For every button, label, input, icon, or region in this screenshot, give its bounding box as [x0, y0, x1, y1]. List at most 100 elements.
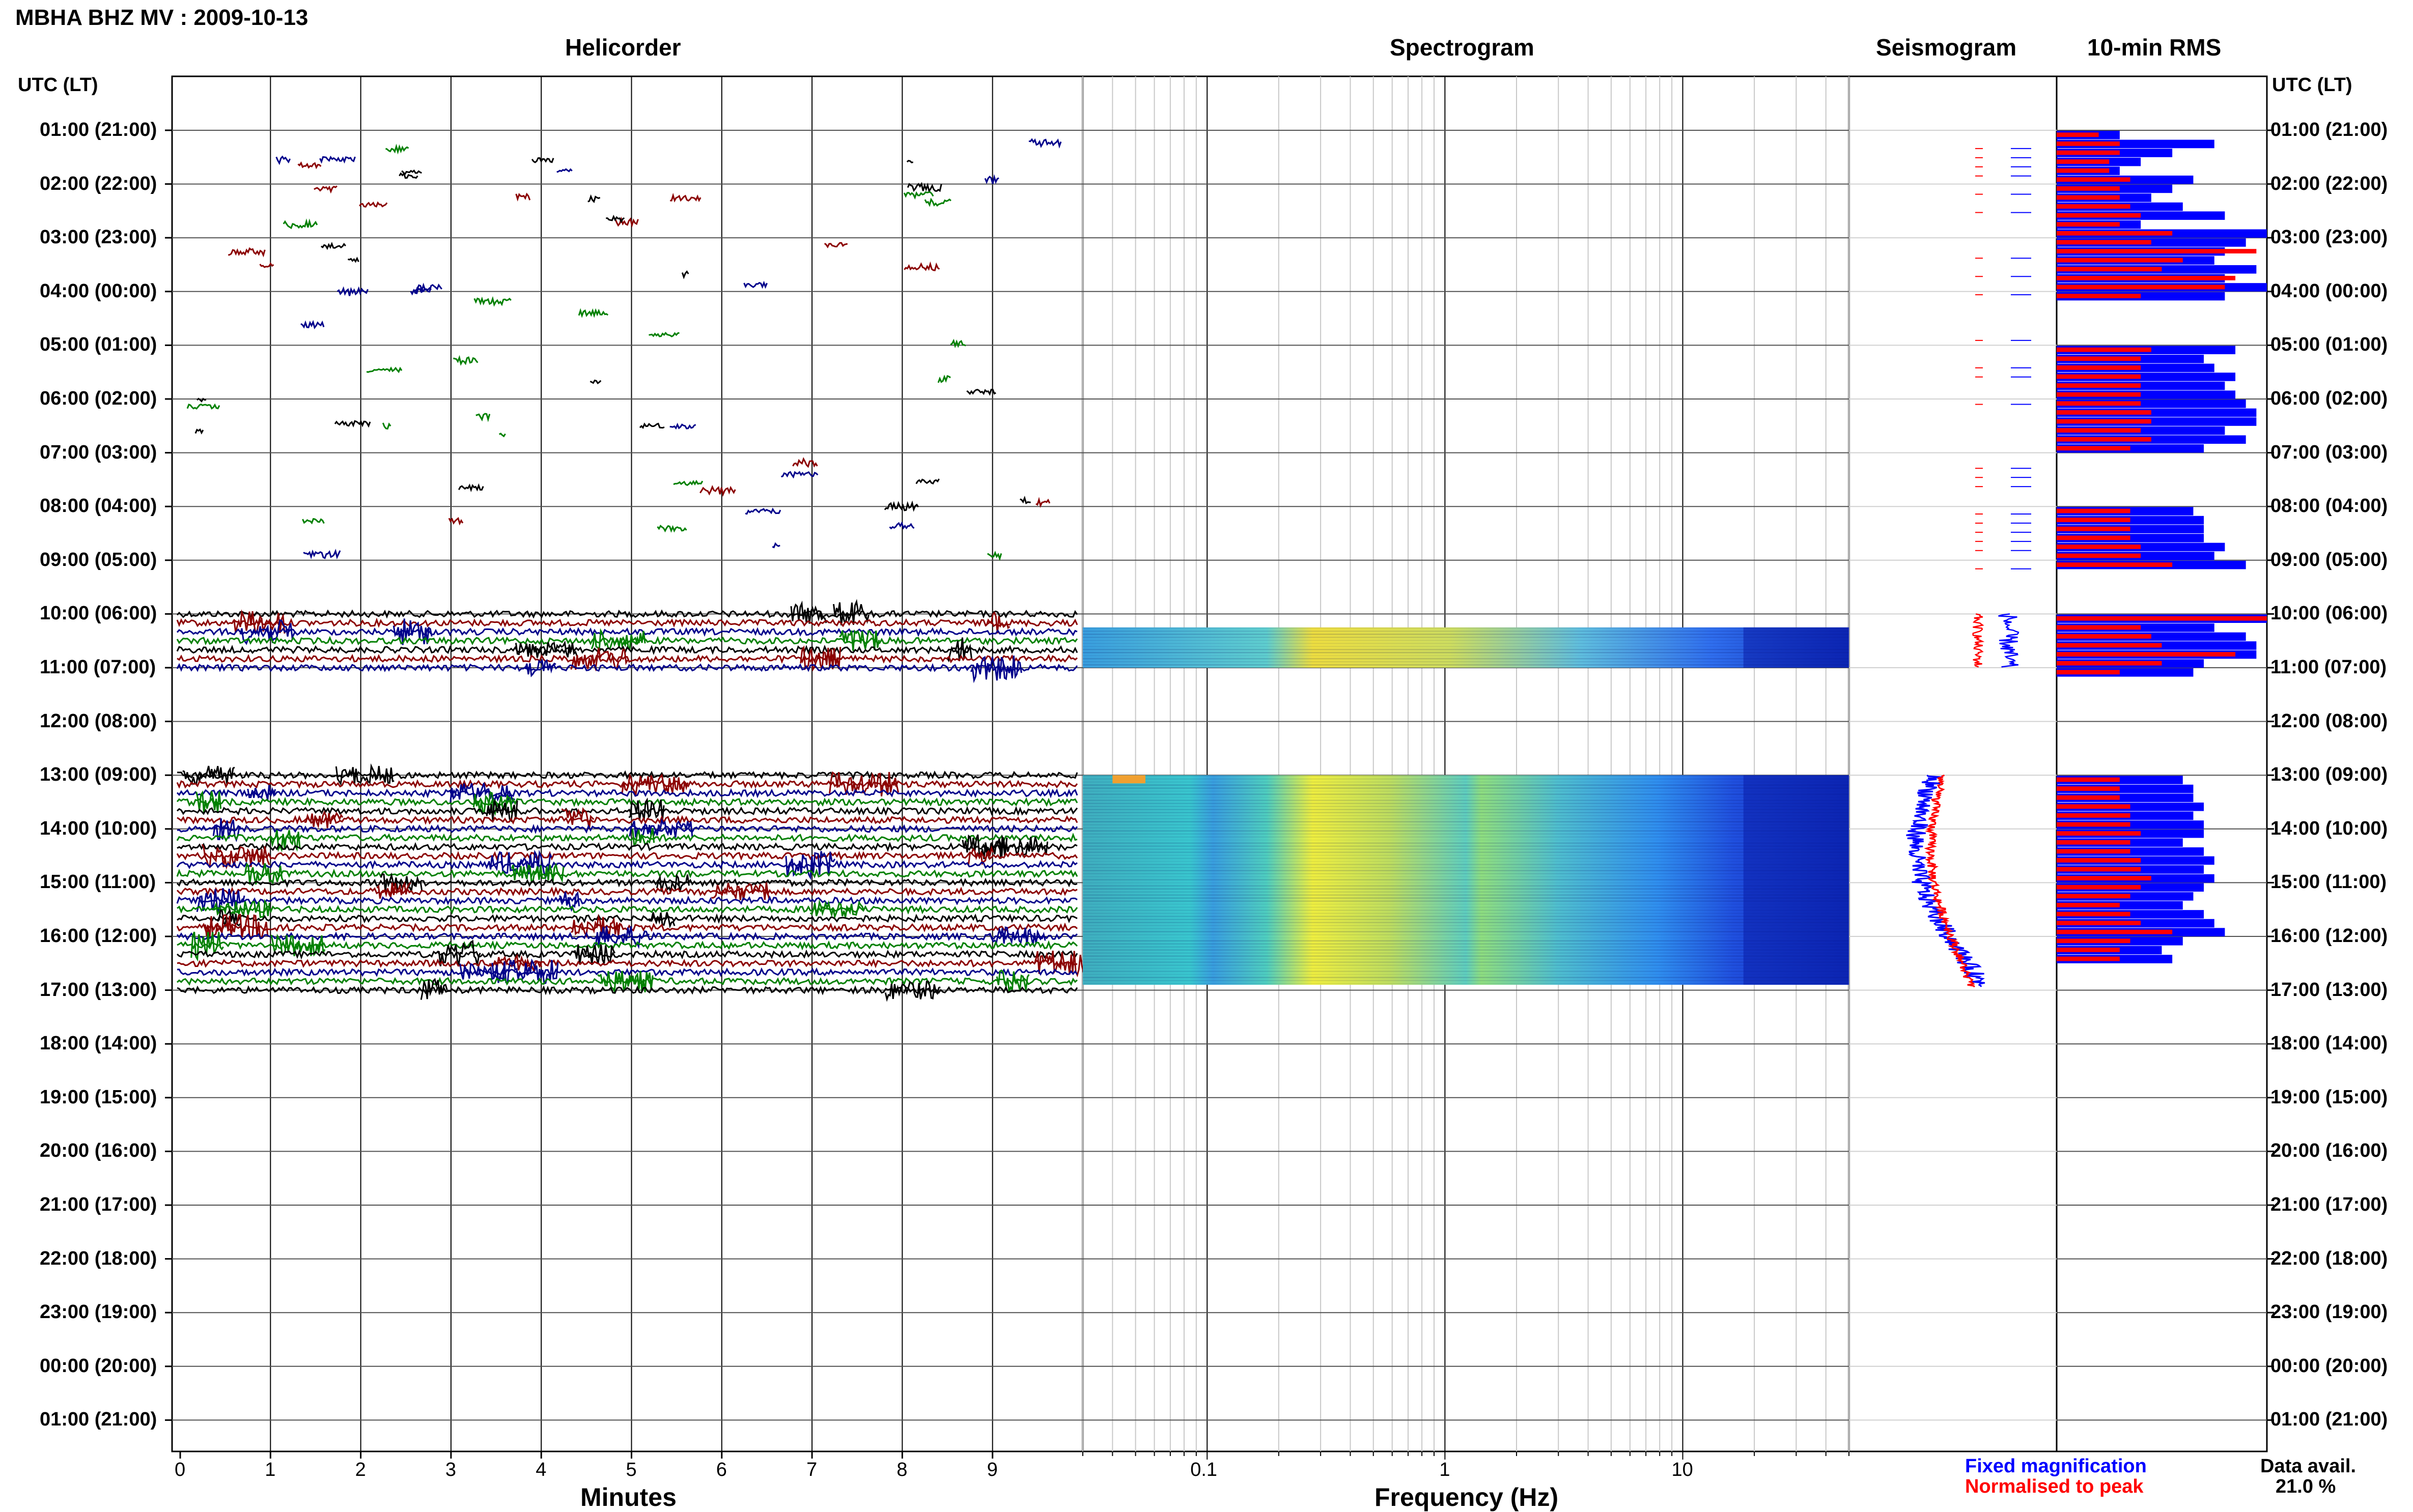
rms-normalised-bar [2057, 929, 2173, 934]
helicorder-x-tick-label: 5 [626, 1459, 637, 1480]
rms-frame [2056, 75, 2268, 1452]
row-label-right: 12:00 (08:00) [2270, 710, 2388, 732]
helicorder-trace [176, 833, 1078, 843]
spectrogram-row [1083, 922, 1849, 924]
rms-normalised-bar [2057, 804, 2130, 809]
row-label-right: 20:00 (16:00) [2270, 1140, 2388, 1162]
spectrogram-row [1083, 654, 1849, 657]
row-label-right: 14:00 (10:00) [2270, 817, 2388, 839]
row-label-left: 14:00 (10:00) [40, 817, 157, 839]
spectrogram-row [1083, 818, 1849, 820]
helicorder-fragment [649, 332, 680, 337]
rms-normalised-bar [2057, 876, 2151, 880]
row-label-left: 12:00 (08:00) [40, 710, 157, 732]
helicorder-trace [177, 913, 1078, 924]
helicorder-x-tick-label: 4 [536, 1459, 547, 1480]
rms-normalised-bar [2057, 150, 2120, 155]
rms-normalised-bar [2057, 267, 2162, 272]
helicorder-fragment [669, 422, 696, 430]
spectrogram-row [1083, 983, 1849, 985]
spectrogram-row [1083, 955, 1849, 957]
helicorder-fragment [984, 174, 999, 184]
helicorder-event-burst [632, 828, 655, 847]
rms-normalised-bar [2057, 195, 2120, 200]
spectrogram-row [1083, 627, 1849, 629]
helicorder-trace [176, 617, 1078, 628]
helicorder-event-burst [785, 851, 836, 880]
rms-normalised-bar [2057, 813, 2130, 818]
rms-normalised-bar [2057, 948, 2120, 952]
helicorder-event-burst [204, 914, 269, 940]
seismogram-fixed-trace [1998, 613, 2019, 668]
helicorder-trace [177, 770, 1078, 781]
spectrogram-row [1083, 894, 1849, 896]
helicorder-event-burst [597, 971, 654, 994]
helicorder-fragment [745, 507, 781, 515]
helicorder-trace [177, 958, 1078, 968]
spectrogram-row [1083, 980, 1849, 982]
spectrogram-row [1083, 845, 1849, 847]
helicorder-fragment [614, 216, 639, 228]
helicorder-fragment [1035, 497, 1051, 508]
helicorder-event-burst [515, 640, 578, 658]
spectrogram-row [1083, 648, 1849, 650]
helicorder-event-burst [996, 969, 1030, 992]
row-label-left: 09:00 (05:00) [40, 549, 157, 570]
rms-normalised-bar [2057, 661, 2162, 666]
helicorder-fragment [578, 308, 609, 318]
helicorder-fragment [399, 172, 418, 179]
rms-normalised-bar [2057, 911, 2130, 917]
helicorder-trace [177, 841, 1078, 852]
helicorder-event-burst [511, 862, 565, 883]
rms-normalised-bar [2057, 634, 2151, 639]
helicorder-fragment [297, 161, 322, 169]
rms-normalised-bar [2057, 822, 2130, 827]
spectrogram-row [1083, 974, 1849, 976]
helicorder-x-tick-label: 1 [265, 1459, 276, 1480]
helicorder-event-burst [790, 600, 827, 624]
rms-normalised-bar [2057, 903, 2120, 907]
helicorder-event-burst [620, 773, 689, 796]
spectrogram-row [1083, 796, 1849, 798]
time-axis-label-left: UTC (LT) [18, 74, 98, 96]
helicorder-trace [176, 663, 1078, 673]
helicorder-fragment [382, 422, 391, 430]
helicorder-fragment [670, 192, 702, 203]
row-label-right: 22:00 (18:00) [2270, 1247, 2388, 1269]
helicorder-x-tick-label: 2 [355, 1459, 366, 1480]
row-label-left: 19:00 (15:00) [40, 1086, 157, 1108]
row-label-left: 11:00 (07:00) [40, 657, 156, 678]
spectrogram-row [1083, 971, 1849, 973]
spectrogram-high-freq-band [1743, 775, 1849, 985]
helicorder-fragment [410, 288, 425, 296]
rms-normalised-bar [2057, 222, 2120, 227]
helicorder-fragment [904, 261, 940, 271]
spectrogram-row [1083, 651, 1849, 653]
helicorder-fragment [515, 192, 531, 202]
helicorder-trace [176, 779, 1078, 789]
row-label-left: 18:00 (14:00) [40, 1033, 157, 1054]
rms-normalised-bar [2057, 249, 2257, 253]
spectrogram-x-tick-label: 10 [1671, 1459, 1693, 1480]
helicorder-fragment [824, 242, 848, 248]
rms-normalised-bar [2057, 168, 2110, 173]
helicorder-event-burst [247, 785, 276, 801]
helicorder-event-burst [195, 790, 222, 813]
row-label-left: 07:00 (03:00) [40, 441, 157, 463]
helicorder-fragment [300, 320, 325, 329]
helicorder-fragment [194, 428, 204, 435]
helicorder-event-burst [591, 628, 646, 653]
rms-normalised-bar [2057, 446, 2130, 451]
spectrogram-row [1083, 870, 1849, 872]
spectrogram-row [1083, 864, 1849, 866]
spectrogram-row [1083, 821, 1849, 823]
helicorder-trace [176, 895, 1078, 906]
helicorder-fragment [283, 218, 318, 230]
helicorder-trace [176, 886, 1078, 897]
helicorder-event-burst [988, 926, 1046, 946]
panel-title-seismogram: Seismogram [1876, 34, 2017, 61]
rms-normalised-bar [2057, 545, 2141, 549]
rms-normalised-bar [2057, 921, 2141, 925]
spectrogram-row [1083, 645, 1849, 647]
